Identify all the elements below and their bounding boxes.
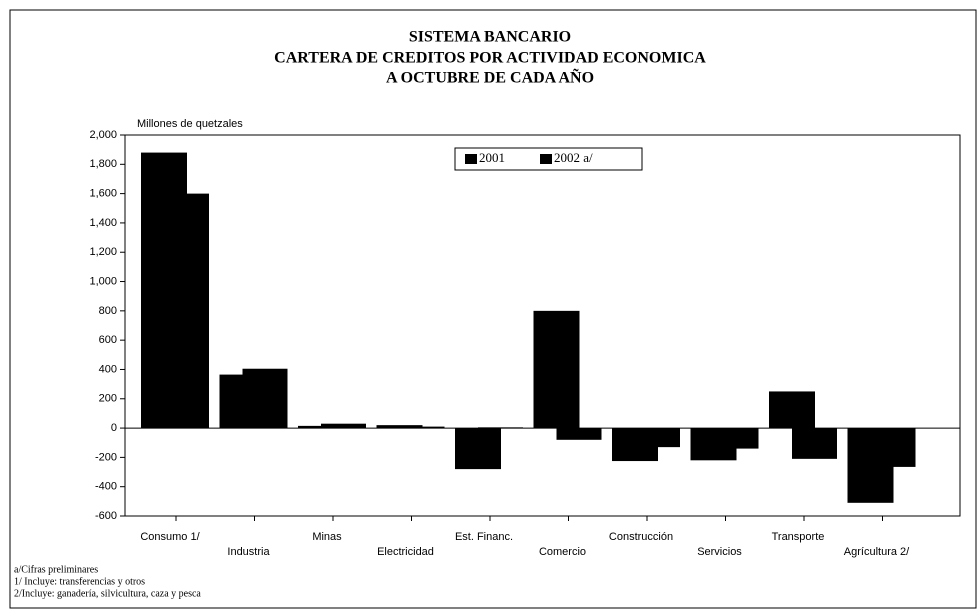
footnote: a/Cifras preliminares [14,564,98,575]
bar [556,428,602,440]
y-tick-label: 200 [99,393,117,405]
bar [635,428,680,448]
footnote: 1/ Incluye: transferencias y otros [14,576,145,587]
y-tick-label: 1,600 [89,188,117,200]
bar [376,425,423,429]
bar [713,428,759,449]
x-tick-label: Electricidad [377,546,434,558]
bar [164,193,209,429]
x-tick-label: Construcción [609,531,673,543]
x-tick-label: Comercio [539,546,586,558]
y-tick-label: 1,800 [89,158,117,170]
bar [478,427,523,429]
y-tick-label: -200 [95,451,117,463]
x-tick-label: Agrícultura 2/ [844,546,910,558]
y-axis-label: Millones de quetzales [137,118,243,130]
chart-title: CARTERA DE CREDITOS POR ACTIVIDAD ECONOM… [274,50,706,67]
plot-area [124,134,961,517]
bar [399,426,445,429]
bar [870,428,916,467]
y-tick-label: -600 [95,510,117,522]
x-tick-label: Consumo 1/ [140,531,200,543]
y-tick-label: 1,000 [89,275,117,287]
y-tick-label: 2,000 [89,129,117,141]
bar [455,428,501,470]
bar [321,423,366,429]
x-tick-label: Industria [227,546,270,558]
x-tick-label: Minas [312,531,342,543]
bar [769,391,815,429]
bar [533,310,580,429]
legend-swatch [540,154,552,164]
bar [242,368,288,429]
chart-title: A OCTUBRE DE CADA AÑO [386,68,594,87]
x-tick-label: Transporte [772,531,825,543]
y-tick-label: 600 [99,334,117,346]
y-tick-label: 0 [111,422,117,434]
y-tick-label: 1,200 [89,246,117,258]
bar [792,428,837,459]
y-tick-label: 800 [99,305,117,317]
legend-swatch [465,154,477,164]
chart-title: SISTEMA BANCARIO [409,29,571,46]
y-tick-label: 400 [99,363,117,375]
x-tick-label: Servicios [697,546,742,558]
x-tick-label: Est. Financ. [455,531,513,543]
legend-label: 2002 a/ [554,150,593,165]
footnote: 2/Incluye: ganadería, silvicultura, caza… [14,588,201,599]
y-tick-label: 1,400 [89,217,117,229]
legend-label: 2001 [479,150,505,165]
y-tick-label: -400 [95,481,117,493]
frame [9,9,977,609]
